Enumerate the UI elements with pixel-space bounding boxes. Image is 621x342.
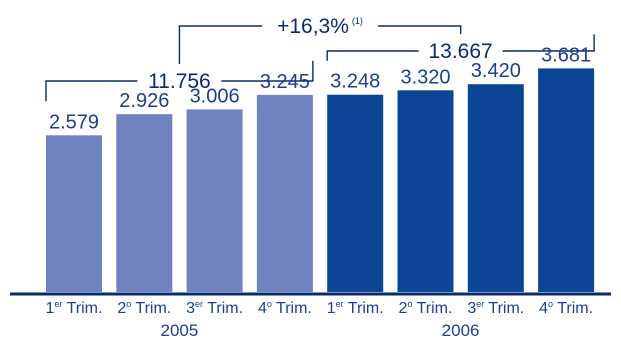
total-bracket-left-2005 — [45, 80, 138, 102]
bar-8 — [538, 68, 595, 293]
bar-4 — [256, 94, 313, 293]
value-label-6: 3.320 — [400, 66, 450, 88]
tick-label-7: 3er Trim. — [467, 299, 524, 317]
value-label-2: 2.926 — [119, 90, 169, 112]
year-label-2005: 2005 — [160, 321, 198, 340]
tick-labels-layer: 1er Trim. 2o Trim. 3er Trim. 4o Trim. 1er Tr… — [46, 299, 594, 317]
year-total-2006: 13.667 — [428, 40, 492, 63]
year-labels-layer: 2005 2006 — [160, 321, 479, 340]
value-labels-layer: 2.579 2.926 3.006 3.245 3.248 3.320 3.420 3.681 — [49, 44, 591, 133]
bar-1 — [46, 135, 102, 292]
growth-bracket-left — [178, 25, 263, 64]
total-bracket-right-2006 — [502, 34, 595, 52]
bar-5 — [327, 94, 384, 292]
bar-7 — [467, 84, 524, 292]
growth-label: +16,3% (1) — [277, 15, 363, 38]
value-label-1: 2.579 — [49, 111, 99, 133]
bar-2 — [116, 114, 173, 292]
value-label-8: 3.681 — [541, 44, 591, 66]
total-bracket-left-2006 — [326, 50, 419, 61]
growth-footnote: (1) — [352, 16, 363, 26]
bar-3 — [186, 109, 243, 293]
tick-label-1: 1er Trim. — [46, 299, 103, 317]
bar-6 — [397, 90, 454, 292]
tick-label-4: 4o Trim. — [258, 299, 312, 317]
total-bracket-right-2005 — [221, 60, 314, 82]
year-total-2005: 11.756 — [148, 70, 211, 93]
tick-label-3: 3er Trim. — [186, 299, 243, 317]
value-label-3: 3.006 — [190, 85, 240, 107]
tick-label-6: 2o Trim. — [399, 299, 453, 317]
value-label-4: 3.245 — [260, 71, 310, 93]
bracket-layer: 11.756 13.667 +16,3% (1) — [45, 15, 595, 102]
tick-label-5: 1er Trim. — [327, 299, 384, 317]
bars-layer — [46, 68, 595, 293]
growth-bracket-right — [378, 25, 462, 34]
tick-label-8: 4o Trim. — [539, 299, 593, 317]
value-label-5: 3.248 — [330, 71, 380, 93]
value-label-7: 3.420 — [471, 60, 521, 82]
year-label-2006: 2006 — [442, 321, 480, 340]
tick-label-2: 2o Trim. — [117, 299, 171, 317]
